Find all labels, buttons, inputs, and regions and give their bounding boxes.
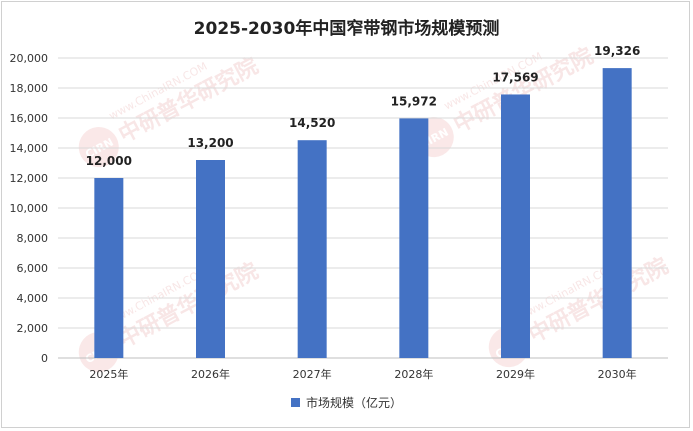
y-tick-label: 6,000: [17, 262, 49, 275]
bar: [602, 68, 632, 359]
x-tick-label: 2026年: [191, 367, 230, 381]
y-tick-label: 8,000: [17, 232, 49, 245]
y-tick-label: 10,000: [10, 202, 49, 215]
data-label: 14,520: [289, 116, 335, 130]
legend: 市场规模（亿元）: [0, 394, 693, 411]
data-label: 17,569: [492, 70, 538, 84]
y-tick-label: 0: [41, 352, 48, 365]
data-label: 19,326: [594, 44, 640, 58]
x-tick-label: 2027年: [293, 367, 332, 381]
legend-swatch: [290, 398, 300, 407]
bar: [399, 118, 429, 358]
bar: [94, 178, 124, 358]
y-axis: 0 2,000 4,000 6,000 8,000 10,000 12,000 14,000 1…: [10, 52, 49, 365]
data-label: 12,000: [86, 154, 132, 168]
y-tick-label: 4,000: [17, 292, 49, 305]
y-tick-label: 20,000: [10, 52, 49, 65]
x-tick-label: 2028年: [394, 367, 433, 381]
x-tick-label: 2030年: [598, 367, 637, 381]
y-tick-label: 18,000: [10, 82, 49, 95]
x-tick-label: 2029年: [496, 367, 535, 381]
y-tick-label: 2,000: [17, 322, 49, 335]
watermark-logo-icon: [78, 127, 119, 168]
legend-label: 市场规模（亿元）: [305, 396, 402, 410]
grid-lines: [58, 57, 668, 359]
bar: [501, 94, 530, 358]
y-tick-label: 12,000: [10, 172, 49, 185]
bar: [297, 140, 327, 358]
y-tick-label: 14,000: [10, 142, 49, 155]
data-label: 13,200: [187, 136, 233, 150]
bar: [196, 160, 225, 358]
bars: [94, 68, 632, 359]
data-labels: 12,000 13,200 14,520 15,972 17,569 19,326: [86, 44, 641, 168]
x-tick-label: 2025年: [89, 367, 128, 381]
x-axis: 2025年 2026年 2027年 2028年 2029年 2030年: [89, 367, 636, 381]
data-label: 15,972: [391, 94, 437, 108]
y-tick-label: 16,000: [10, 112, 49, 125]
chart-title: 2025-2030年中国窄带钢市场规模预测: [193, 19, 500, 39]
